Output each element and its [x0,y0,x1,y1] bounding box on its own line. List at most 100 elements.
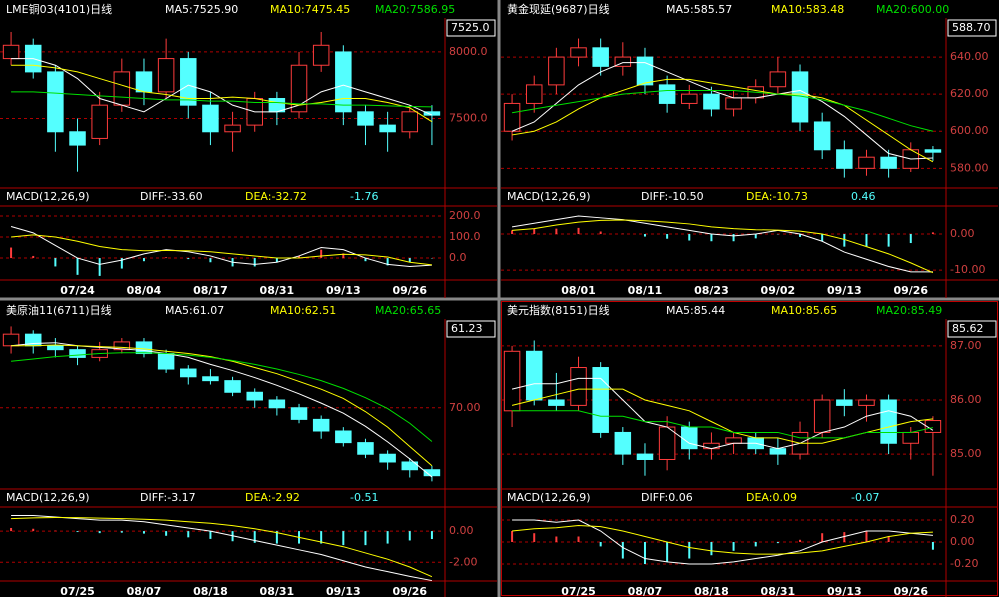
macd-line [10,226,432,267]
candle-body [180,368,197,378]
chart-title: LME铜03(4101)日线 [6,2,112,16]
y-tick-label: 100.0 [449,230,481,243]
last-price: 7525.0 [451,21,490,34]
candle-body [725,97,742,110]
candle-body [614,56,632,67]
candle-body [47,345,64,351]
macd-legend: DIFF:-10.50 [641,190,704,203]
ma-line [11,91,432,108]
x-tick-label: 09/13 [827,284,862,297]
candle-body [91,104,108,139]
candle-body [725,437,742,444]
x-tick-label: 07/25 [60,585,95,597]
y-tick-label: -0.20 [950,557,978,570]
y-tick-label: 620.00 [950,87,989,100]
macd-line [512,525,933,555]
candle-body [379,124,396,133]
y-tick-label: 0.00 [449,524,474,537]
candle-body [379,453,396,463]
x-tick-label: 08/18 [193,585,228,597]
macd-value: -0.07 [851,491,879,504]
x-tick-label: 09/13 [827,585,862,597]
candle-body [636,56,654,86]
candle-body [357,442,374,455]
candle-body [658,426,676,460]
ma-line [511,78,934,163]
ma-line [511,62,933,160]
candle-body [880,156,897,169]
legend-entry: MA5:585.57 [666,3,732,16]
macd-title: MACD(12,26,9) [507,190,591,203]
last-price: 61.23 [451,322,483,335]
candle-body [703,93,720,110]
candle-body [135,341,153,355]
x-tick-label: 08/17 [193,284,228,297]
y-tick-label: 0.00 [950,227,975,240]
macd-line [512,219,934,274]
candle-body [813,121,831,151]
legend-entry: MA5:7525.90 [165,3,238,16]
y-tick-label: 70.00 [449,401,481,414]
candle-body [503,102,521,132]
y-tick-label: 0.0 [449,251,467,264]
legend-entry: MA5:61.07 [165,304,224,317]
panel: LME铜03(4101)日线 MA5:7525.90 MA10:7475.45 MA2… [0,2,497,298]
macd-line [11,514,433,582]
macd-value: -1.76 [350,190,378,203]
x-tick-label: 08/18 [694,585,729,597]
x-tick-label: 09/26 [392,585,427,597]
candle-body [290,407,308,420]
candle-body [658,84,676,104]
candle-body [202,376,219,382]
ma-line [511,89,934,132]
panel: 美元指数(8151)日线 MA5:85.44 MA10:85.65 MA20:85.4… [501,303,998,597]
candle-body [570,367,587,406]
ma-line [512,410,934,439]
y-tick-label: 85.00 [950,447,982,460]
candle-body [813,399,831,433]
candle-body [135,71,153,93]
macd-legend: DEA:-2.92 [245,491,300,504]
ma-line [11,58,433,116]
candle-body [335,430,352,444]
y-tick-label: 86.00 [950,393,982,406]
ma-line [511,377,934,450]
candle-body [614,431,632,455]
candle-body [2,44,20,60]
candle-body [401,111,419,133]
macd-title: MACD(12,26,9) [507,491,591,504]
x-tick-label: 08/31 [260,585,295,597]
candle-body [113,341,131,351]
candle-body [423,111,441,116]
macd-legend: DEA:-32.72 [245,190,307,203]
x-tick-label: 08/01 [561,284,596,297]
macd-title: MACD(12,26,9) [6,491,90,504]
candle-body [769,71,787,88]
candle-body [880,399,897,444]
candle-body [47,71,64,133]
candle-body [312,418,330,432]
candle-body [769,448,787,455]
candle-body [525,350,543,401]
candle-body [525,84,543,104]
y-tick-label: -10.00 [950,263,985,276]
x-tick-label: 08/31 [761,585,796,597]
x-tick-label: 09/26 [893,585,928,597]
y-tick-label: 0.20 [950,513,975,526]
macd-value: -0.51 [350,491,378,504]
macd-legend: DIFF:-33.60 [140,190,203,203]
legend-entry: MA10:7475.45 [270,3,350,16]
last-price-box [446,19,496,37]
x-tick-label: 08/04 [127,284,162,297]
x-tick-label: 07/24 [60,284,95,297]
candle-body [924,420,942,433]
legend-entry: MA20:7586.95 [375,3,455,16]
macd-legend: DIFF:-3.17 [140,491,196,504]
legend-entry: MA10:62.51 [270,304,336,317]
candle-body [592,367,609,433]
macd-line [511,215,933,273]
candle-body [357,111,374,126]
macd-legend: DEA:0.09 [746,491,797,504]
x-tick-label: 08/07 [127,585,162,597]
y-tick-label: 200.0 [449,209,481,222]
